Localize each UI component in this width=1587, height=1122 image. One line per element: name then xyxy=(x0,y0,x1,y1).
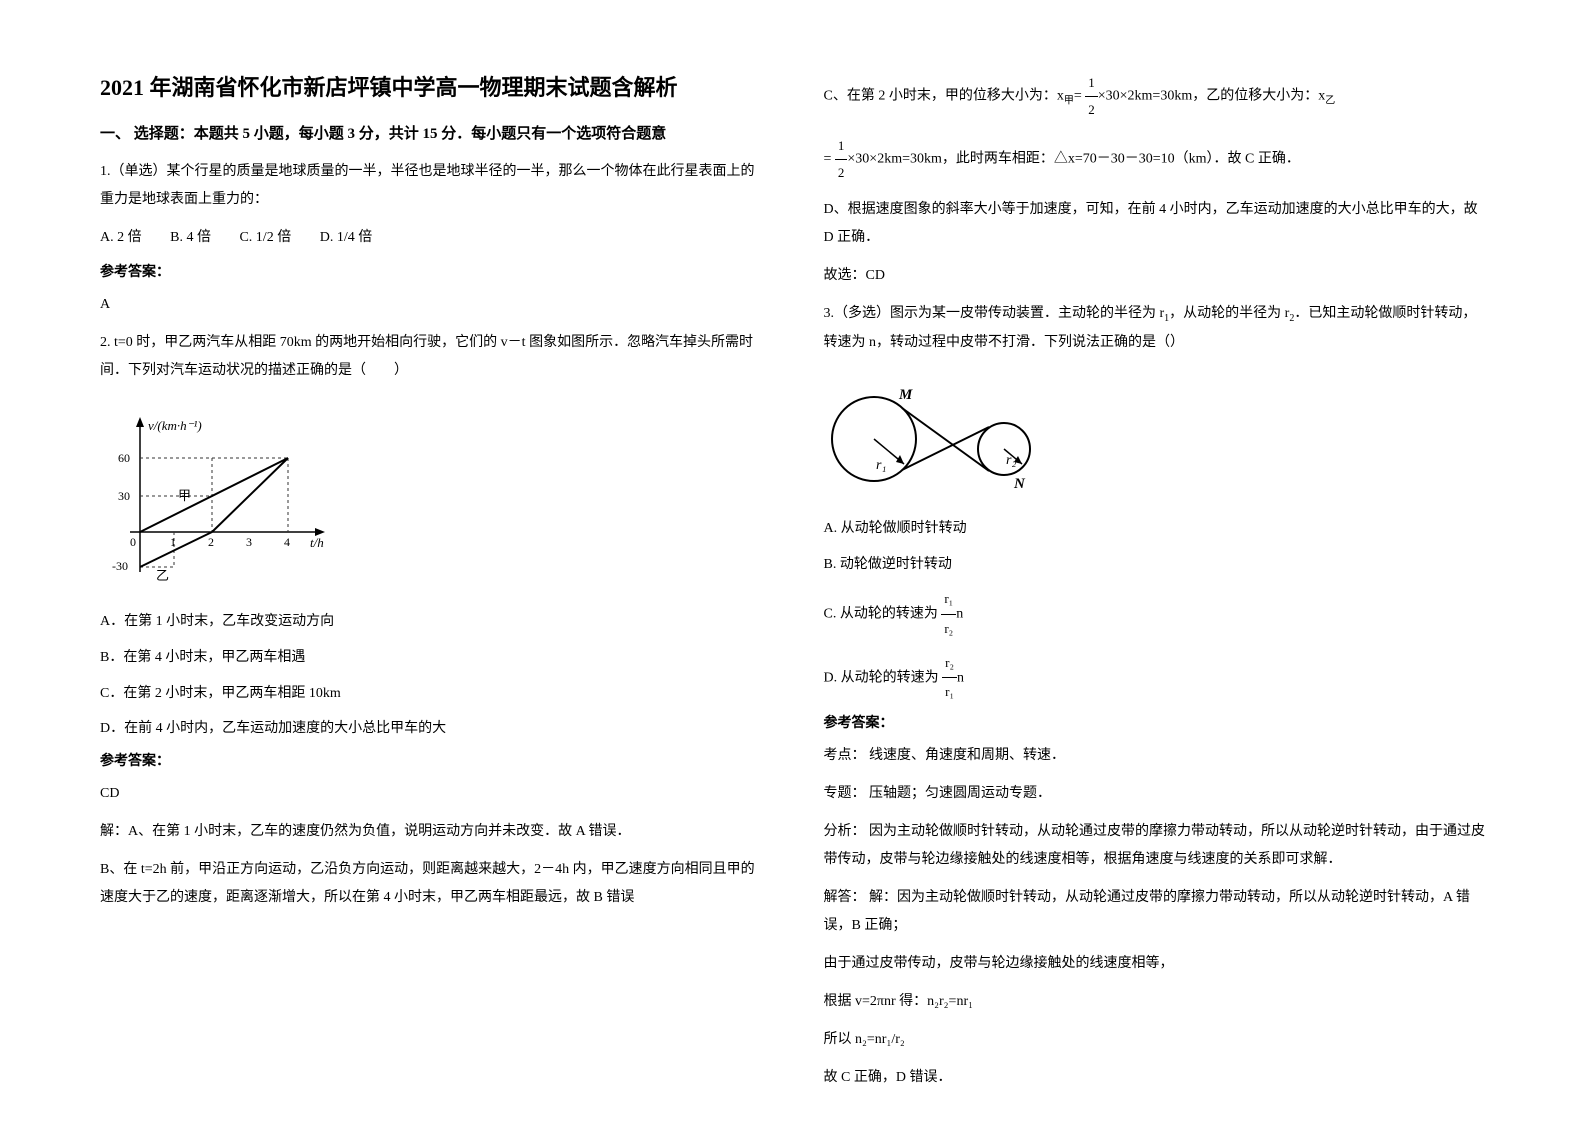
q3-optD-fraction: r₂r₁ xyxy=(942,649,957,707)
q3-answer-label: 参考答案： xyxy=(824,712,1488,732)
q2-explainC-cont: = 12×30×2km=30km，此时两车相距：△x=70－30－30=10（k… xyxy=(824,133,1488,186)
q1-optA: A. 2 倍 xyxy=(100,230,142,245)
chart-ylabel: v/(km·h⁻¹) xyxy=(148,418,202,433)
q3-optD: D. 从动轮的转速为 r₂r₁n xyxy=(824,649,1488,707)
q3-solve2: 由于通过皮带传动，皮带与轮边缘接触处的线速度相等， xyxy=(824,950,1488,978)
q2-explainA: 解：A、在第 1 小时末，乙车的速度仍然为负值，说明运动方向并未改变．故 A 错… xyxy=(100,818,764,846)
q3-optA: A. 从动轮做顺时针转动 xyxy=(824,514,1488,545)
q2-text: 2. t=0 时，甲乙两汽车从相距 70km 的两地开始相向行驶，它们的 v－t… xyxy=(100,329,764,385)
q2-optD: D．在前 4 小时内，乙车运动加速度的大小总比甲车的大 xyxy=(100,714,764,745)
xtick-2: 2 xyxy=(208,535,214,549)
q2-optB: B．在第 4 小时末，甲乙两车相遇 xyxy=(100,643,764,674)
ytick-30: 30 xyxy=(118,489,130,503)
q2-optC: C．在第 2 小时末，甲乙两车相距 10km xyxy=(100,679,764,710)
q2-explainD: D、根据速度图象的斜率大小等于加速度，可知，在前 4 小时内，乙车运动加速度的大… xyxy=(824,196,1488,252)
section-header: 一、 选择题：本题共 5 小题，每小题 3 分，共计 15 分．每小题只有一个选… xyxy=(100,122,764,143)
ytick-neg30: -30 xyxy=(112,559,128,573)
xtick-1: 1 xyxy=(170,535,176,549)
q1-optD: D. 1/4 倍 xyxy=(320,230,373,245)
q2-explainB: B、在 t=2h 前，甲沿正方向运动，乙沿负方向运动，则距离越来越大，2－4h … xyxy=(100,856,764,912)
q2-optA: A．在第 1 小时末，乙车改变运动方向 xyxy=(100,607,764,638)
q2-explainC: C、在第 2 小时末，甲的位移大小为：x甲= 12×30×2km=30km，乙的… xyxy=(824,70,1488,123)
fraction-half-2: 12 xyxy=(835,133,848,186)
left-column: 2021 年湖南省怀化市新店坪镇中学高一物理期末试题含解析 一、 选择题：本题共… xyxy=(100,70,764,1052)
xtick-3: 3 xyxy=(246,535,252,549)
xtick-4: 4 xyxy=(284,535,290,549)
chart-label-jia: 甲 xyxy=(178,488,191,503)
q3-optC: C. 从动轮的转速为 r₁r₂n xyxy=(824,585,1488,643)
q1-optB: B. 4 倍 xyxy=(170,230,211,245)
q1-answer: A xyxy=(100,291,764,319)
q2-chart: v/(km·h⁻¹) t/h 60 30 0 -30 1 2 3 4 甲 乙 xyxy=(100,412,764,592)
ytick-60: 60 xyxy=(118,451,130,465)
q3-topic: 考点： 线速度、角速度和周期、转速． xyxy=(824,742,1488,770)
q3-text: 3.（多选）图示为某一皮带传动装置．主动轮的半径为 r1，从动轮的半径为 r2．… xyxy=(824,300,1488,357)
q3-analysis: 分析： 因为主动轮做顺时针转动，从动轮通过皮带的摩擦力带动转动，所以从动轮逆时针… xyxy=(824,818,1488,874)
q2-explainEnd: 故选：CD xyxy=(824,262,1488,290)
q3-solve5: 故 C 正确，D 错误． xyxy=(824,1064,1488,1092)
q3-solve1: 解答： 解：因为主动轮做顺时针转动，从动轮通过皮带的摩擦力带动转动，所以从动轮逆… xyxy=(824,884,1488,940)
right-column: C、在第 2 小时末，甲的位移大小为：x甲= 12×30×2km=30km，乙的… xyxy=(824,70,1488,1052)
chart-label-yi: 乙 xyxy=(156,568,169,583)
q1-optC: C. 1/2 倍 xyxy=(239,230,291,245)
velocity-time-chart-svg: v/(km·h⁻¹) t/h 60 30 0 -30 1 2 3 4 甲 乙 xyxy=(100,412,330,587)
q3-solve3: 根据 v=2πnr 得：n₂r₂=nr₁ xyxy=(824,988,1488,1016)
belt-pulley-diagram-svg: M N r₁ r₂ xyxy=(824,384,1054,494)
q2-answer-label: 参考答案： xyxy=(100,750,764,770)
diagram-label-N: N xyxy=(1013,476,1026,492)
q3-solve4: 所以 n₂=nr₁/r₂ xyxy=(824,1026,1488,1054)
fraction-half-1: 12 xyxy=(1085,70,1098,123)
q1-options: A. 2 倍 B. 4 倍 C. 1/2 倍 D. 1/4 倍 xyxy=(100,226,764,246)
q3-optB: B. 动轮做逆时针转动 xyxy=(824,550,1488,581)
diagram-label-r2: r₂ xyxy=(1006,453,1016,468)
chart-xlabel: t/h xyxy=(310,535,324,550)
q3-special: 专题： 压轴题；匀速圆周运动专题． xyxy=(824,780,1488,808)
q3-diagram: M N r₁ r₂ xyxy=(824,384,1488,499)
q1-text: 1.（单选）某个行星的质量是地球质量的一半，半径也是地球半径的一半，那么一个物体… xyxy=(100,158,764,214)
ytick-0: 0 xyxy=(130,535,136,549)
q1-answer-label: 参考答案： xyxy=(100,261,764,281)
q2-answer: CD xyxy=(100,780,764,808)
diagram-label-r1: r₁ xyxy=(876,458,886,473)
q3-optC-fraction: r₁r₂ xyxy=(941,585,956,643)
document-title: 2021 年湖南省怀化市新店坪镇中学高一物理期末试题含解析 xyxy=(100,70,764,102)
diagram-label-M: M xyxy=(898,387,913,403)
